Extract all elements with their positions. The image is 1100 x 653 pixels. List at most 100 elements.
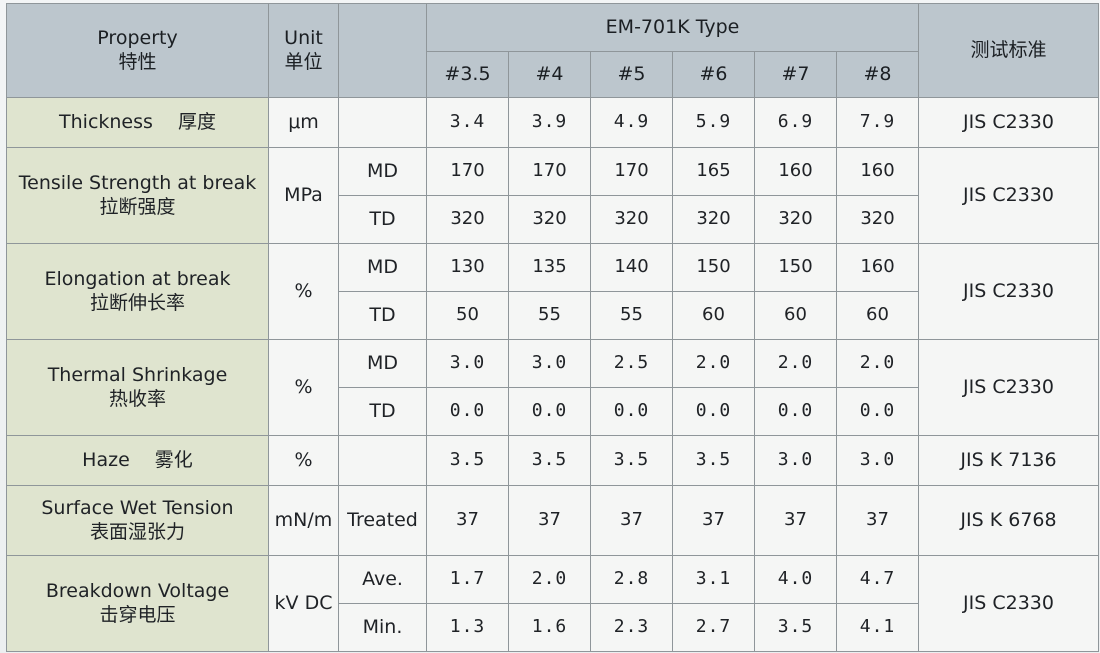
value-cell: 2.3 xyxy=(590,603,673,652)
value-cell: 3.5 xyxy=(754,603,837,652)
header-property: Property 特性 xyxy=(6,3,269,98)
grade-header: #5 xyxy=(590,51,673,98)
value-cell: 37 xyxy=(672,485,755,556)
grade-header: #3.5 xyxy=(426,51,509,98)
value-cell: 60 xyxy=(835,291,920,340)
property-tensile: Tensile Strength at break 拉断强度 xyxy=(6,147,269,244)
value-cell: 0.0 xyxy=(672,387,755,436)
direction-md: MD xyxy=(338,339,427,388)
value-cell: 60 xyxy=(672,291,755,340)
value-cell: 160 xyxy=(754,147,837,196)
table-row: Surface Wet Tension 表面湿张力 mN/m Treated 3… xyxy=(6,485,1100,556)
grade-header: #7 xyxy=(754,51,837,98)
value-cell: 3.5 xyxy=(590,435,673,486)
header-row: Property 特性 Unit 单位 EM-701K Type 测试标准 xyxy=(6,3,1100,98)
value-cell: 150 xyxy=(754,243,837,292)
value-cell: 160 xyxy=(835,243,920,292)
value-cell: 37 xyxy=(835,485,920,556)
value-cell: 5.9 xyxy=(672,97,755,148)
value-cell: 160 xyxy=(835,147,920,196)
value-cell: 1.6 xyxy=(508,603,591,652)
property-haze: Haze 雾化 xyxy=(6,435,269,486)
condition-ave: Ave. xyxy=(338,555,427,604)
value-cell: 165 xyxy=(672,147,755,196)
direction-td: TD xyxy=(338,291,427,340)
value-cell: 320 xyxy=(508,195,591,244)
value-cell: 3.4 xyxy=(426,97,509,148)
value-cell: 0.0 xyxy=(835,387,920,436)
property-thickness: Thickness 厚度 xyxy=(6,97,269,148)
value-cell: 130 xyxy=(426,243,509,292)
property-name-en: Tensile Strength at break xyxy=(18,171,257,194)
value-cell: 320 xyxy=(426,195,509,244)
value-cell: 3.0 xyxy=(426,339,509,388)
direction-md: MD xyxy=(338,243,427,292)
value-cell: 170 xyxy=(590,147,673,196)
direction-td: TD xyxy=(338,387,427,436)
value-cell: 3.5 xyxy=(508,435,591,486)
value-cell: 37 xyxy=(590,485,673,556)
condition-cell xyxy=(338,435,427,486)
table-row: Elongation at break 拉断伸长率 % MD 130 135 1… xyxy=(6,243,1100,340)
property-elongation: Elongation at break 拉断伸长率 xyxy=(6,243,269,340)
value-cell: 150 xyxy=(672,243,755,292)
property-wet-tension: Surface Wet Tension 表面湿张力 xyxy=(6,485,269,556)
value-cell: 170 xyxy=(508,147,591,196)
value-cell: 3.5 xyxy=(672,435,755,486)
header-condition xyxy=(338,3,427,98)
property-name-zh: 拉断强度 xyxy=(99,195,176,218)
unit-cell: % xyxy=(268,339,339,436)
value-cell: 3.9 xyxy=(508,97,591,148)
condition-cell: Treated xyxy=(338,485,427,556)
header-standard: 测试标准 xyxy=(918,3,1100,98)
property-shrinkage: Thermal Shrinkage 热收率 xyxy=(6,339,269,436)
table-row: TD 50 55 55 60 60 60 xyxy=(7,291,1099,340)
unit-cell: MPa xyxy=(268,147,339,244)
value-cell: 6.9 xyxy=(754,97,837,148)
value-cell: 3.0 xyxy=(835,435,920,486)
value-cell: 4.9 xyxy=(590,97,673,148)
property-breakdown: Breakdown Voltage 击穿电压 xyxy=(6,555,269,652)
value-cell: 320 xyxy=(672,195,755,244)
value-cell: 320 xyxy=(754,195,837,244)
header-grades-row: #3.5 #4 #5 #6 #7 #8 xyxy=(7,51,1099,98)
direction-td: TD xyxy=(338,195,427,244)
standard-cell: JIS K 7136 xyxy=(918,435,1100,486)
value-cell: 37 xyxy=(426,485,509,556)
property-name-zh: 拉断伸长率 xyxy=(89,291,185,314)
property-name-en: Surface Wet Tension xyxy=(41,496,234,519)
value-cell: 2.8 xyxy=(590,555,673,604)
value-cell: 3.0 xyxy=(508,339,591,388)
value-cell: 1.3 xyxy=(426,603,509,652)
table-row: Breakdown Voltage 击穿电压 kV DC Ave. 1.7 2.… xyxy=(6,555,1100,652)
property-name-zh: 热收率 xyxy=(108,387,166,410)
standard-cell: JIS C2330 xyxy=(918,339,1100,436)
value-cell: 55 xyxy=(508,291,591,340)
table-row: TD 0.0 0.0 0.0 0.0 0.0 0.0 xyxy=(7,387,1099,436)
table-row: Tensile Strength at break 拉断强度 MPa MD 17… xyxy=(6,147,1100,244)
value-cell: 2.0 xyxy=(672,339,755,388)
value-cell: 1.7 xyxy=(426,555,509,604)
value-cell: 0.0 xyxy=(754,387,837,436)
value-cell: 50 xyxy=(426,291,509,340)
value-cell: 170 xyxy=(426,147,509,196)
value-cell: 3.0 xyxy=(754,435,837,486)
value-cell: 37 xyxy=(754,485,837,556)
value-cell: 3.1 xyxy=(672,555,755,604)
value-cell: 140 xyxy=(590,243,673,292)
property-name-en: Thermal Shrinkage xyxy=(47,363,228,386)
value-cell: 2.0 xyxy=(835,339,920,388)
spec-table: Property 特性 Unit 单位 EM-701K Type 测试标准 #3… xyxy=(6,3,1100,652)
table-row: Thermal Shrinkage 热收率 % MD 3.0 3.0 2.5 2… xyxy=(6,339,1100,436)
value-cell: 4.1 xyxy=(835,603,920,652)
standard-cell: JIS C2330 xyxy=(918,97,1100,148)
value-cell: 320 xyxy=(835,195,920,244)
standard-cell: JIS C2330 xyxy=(918,555,1100,652)
standard-cell: JIS K 6768 xyxy=(918,485,1100,556)
value-cell: 2.0 xyxy=(508,555,591,604)
standard-cell: JIS C2330 xyxy=(918,243,1100,340)
table-row: Min. 1.3 1.6 2.3 2.7 3.5 4.1 xyxy=(7,603,1099,652)
header-property-en: Property xyxy=(97,26,178,49)
unit-cell: μm xyxy=(268,97,339,148)
